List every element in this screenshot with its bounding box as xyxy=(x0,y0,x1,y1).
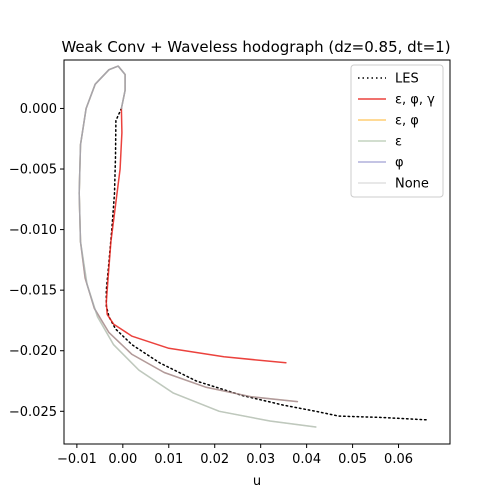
x-tick-label: 0.01 xyxy=(154,452,183,467)
series-line xyxy=(105,107,427,421)
x-tick-label: 0.03 xyxy=(246,452,275,467)
y-tick-label: −0.020 xyxy=(9,344,57,359)
x-tick-label: −0.01 xyxy=(57,452,97,467)
x-tick-label: 0.06 xyxy=(384,452,413,467)
x-tick-label: 0.04 xyxy=(292,452,321,467)
series-line xyxy=(105,107,287,364)
series-layer xyxy=(78,65,427,428)
legend-label: ε, φ xyxy=(395,114,419,129)
legend-label: ε xyxy=(395,135,402,150)
legend-label: None xyxy=(395,177,429,192)
y-tick-label: −0.015 xyxy=(9,284,57,299)
legend-label: LES xyxy=(395,72,419,87)
y-tick-label: −0.005 xyxy=(9,163,57,178)
plot-frame xyxy=(63,59,451,445)
y-axis: 0.000 −0.005 −0.010 −0.015 −0.020 −0.025 xyxy=(9,102,64,420)
y-tick-label: −0.025 xyxy=(9,405,57,420)
x-tick-label: 0.02 xyxy=(200,452,229,467)
legend: LES ε, φ, γ ε, φ εφ None xyxy=(350,64,444,198)
x-axis: −0.01 0.00 0.01 0.02 0.03 0.04 0.05 0.06 xyxy=(57,444,413,467)
legend-label: φ xyxy=(395,156,404,171)
series-line xyxy=(78,65,299,403)
legend-label: ε, φ, γ xyxy=(395,93,435,108)
y-tick-label: −0.010 xyxy=(9,223,57,238)
series-line xyxy=(78,65,317,428)
x-tick-label: 0.05 xyxy=(338,452,367,467)
y-tick-label: 0.000 xyxy=(20,102,57,117)
x-tick-label: 0.00 xyxy=(108,452,137,467)
legend-box xyxy=(350,64,444,198)
chart-title: Weak Conv + Waveless hodograph (dz=0.85,… xyxy=(61,38,450,56)
series-line xyxy=(78,65,317,428)
x-axis-label: u xyxy=(253,474,261,489)
